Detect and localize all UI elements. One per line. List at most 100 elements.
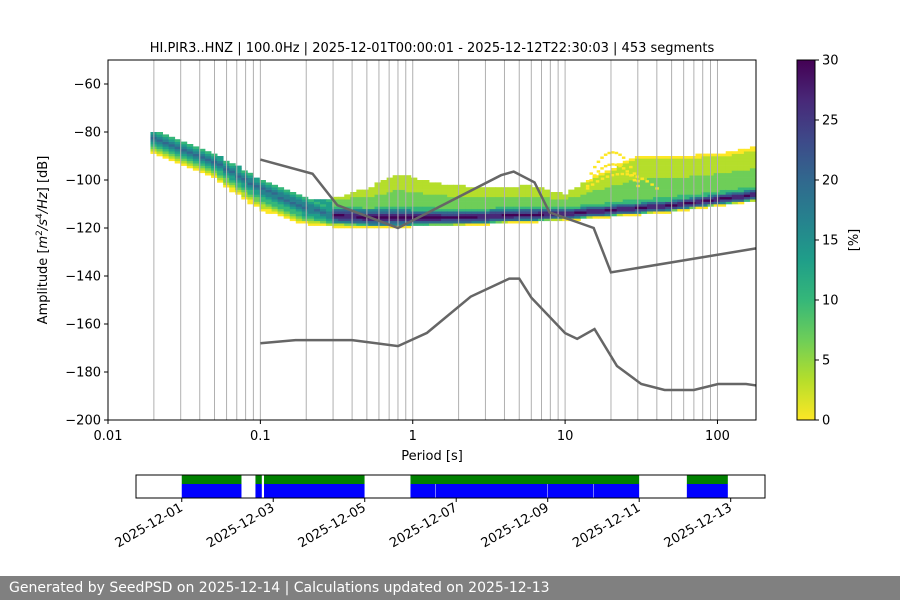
heatmap-cell — [574, 189, 581, 193]
heatmap-cell — [580, 196, 587, 200]
heatmap-cell — [392, 216, 400, 219]
heatmap-cell — [174, 156, 182, 159]
heatmap-cell — [544, 199, 551, 202]
heatmap-cell — [332, 218, 339, 222]
heatmap-cell — [277, 213, 285, 217]
heatmap-cell — [174, 153, 182, 157]
colorbar-tick-label: 5 — [822, 354, 830, 369]
heatmap-cell — [435, 213, 442, 217]
heatmap-cell — [647, 172, 654, 176]
heatmap-cell — [531, 196, 539, 200]
nhnm-curve — [260, 158, 757, 274]
heatmap-cell — [483, 189, 490, 193]
heatmap-cell — [477, 213, 484, 217]
heatmap-cell — [380, 225, 388, 229]
heatmap-cell — [344, 201, 351, 205]
heatmap-cell — [713, 189, 721, 193]
heatmap-cell — [265, 182, 272, 186]
heatmap-cell — [392, 201, 400, 205]
heatmap-cell — [392, 177, 400, 181]
heatmap-cell — [295, 204, 303, 207]
heatmap-cell — [398, 220, 406, 224]
heatmap-cell — [596, 160, 601, 163]
heatmap-cell — [568, 201, 575, 205]
heatmap-cell — [495, 204, 503, 207]
heatmap-cell — [338, 218, 345, 222]
heatmap-cell — [235, 184, 242, 188]
heatmap-cell — [640, 201, 648, 205]
heatmap-cell — [525, 199, 533, 202]
heatmap-cell — [362, 216, 369, 219]
heatmap-cell — [719, 196, 727, 200]
heatmap-cell — [368, 196, 375, 200]
data-coverage-bar — [547, 484, 594, 498]
heatmap-cell — [429, 182, 436, 186]
heatmap-cell — [701, 156, 708, 159]
heatmap-cell — [198, 151, 206, 154]
heatmap-cell — [719, 153, 727, 157]
heatmap-cell — [665, 182, 672, 186]
heatmap-cell — [422, 218, 430, 222]
heatmap-cell — [653, 201, 660, 205]
heatmap-cell — [416, 213, 424, 217]
heatmap-cell — [616, 163, 624, 166]
heatmap-cell — [380, 208, 388, 212]
heatmap-cell — [489, 199, 497, 202]
heatmap-cell — [374, 199, 381, 202]
heatmap-cell — [162, 156, 170, 159]
heatmap-cell — [610, 208, 618, 212]
heatmap-cell — [653, 175, 660, 178]
heatmap-cell — [374, 204, 381, 207]
heatmap-cell — [471, 192, 478, 195]
heatmap-cell — [519, 218, 527, 222]
heatmap-cell — [241, 182, 248, 186]
heatmap-cell — [392, 182, 400, 186]
heatmap-cell — [162, 134, 170, 138]
heatmap-cell — [640, 160, 648, 164]
heatmap-cell — [749, 177, 757, 181]
heatmap-cell — [737, 168, 745, 171]
heatmap-cell — [622, 182, 630, 186]
heatmap-cell — [477, 218, 484, 222]
heatmap-cell — [453, 184, 460, 188]
heatmap-cell — [628, 163, 636, 166]
heatmap-cell — [513, 199, 521, 202]
heatmap-cell — [422, 189, 430, 193]
heatmap-cell — [683, 158, 690, 162]
heatmap-cell — [598, 196, 606, 200]
heatmap-cell — [695, 204, 702, 207]
heatmap-cell — [622, 201, 630, 205]
heatmap-cell — [416, 211, 424, 214]
heatmap-cell — [301, 206, 309, 210]
heatmap-cell — [725, 156, 733, 159]
heatmap-cell — [574, 204, 581, 207]
heatmap-cell — [625, 170, 629, 173]
heatmap-cell — [156, 136, 163, 140]
heatmap-cell — [580, 194, 587, 198]
heatmap-cell — [422, 196, 430, 200]
heatmap-cell — [677, 168, 684, 171]
heatmap-cell — [701, 165, 708, 169]
heatmap-cell — [495, 201, 503, 205]
heatmap-cell — [441, 206, 448, 210]
heatmap-cell — [326, 204, 333, 207]
heatmap-cell — [550, 206, 557, 210]
heatmap-cell — [277, 189, 285, 193]
heatmap-cell — [453, 216, 460, 219]
heatmap-cell — [235, 180, 242, 183]
heatmap-cell — [386, 187, 394, 190]
heatmap-cell — [332, 213, 339, 217]
heatmap-cell — [489, 211, 497, 214]
heatmap-cell — [622, 213, 630, 217]
heatmap-cell — [683, 189, 690, 193]
heatmap-cell — [217, 163, 224, 166]
heatmap-cell — [647, 184, 654, 188]
heatmap-cell — [586, 208, 593, 212]
heatmap-cell — [350, 218, 357, 222]
heatmap-cell — [301, 204, 309, 207]
heatmap-cell — [483, 204, 490, 207]
data-coverage-bar — [181, 484, 242, 498]
heatmap-cell — [683, 204, 690, 207]
heatmap-cell — [611, 163, 615, 166]
